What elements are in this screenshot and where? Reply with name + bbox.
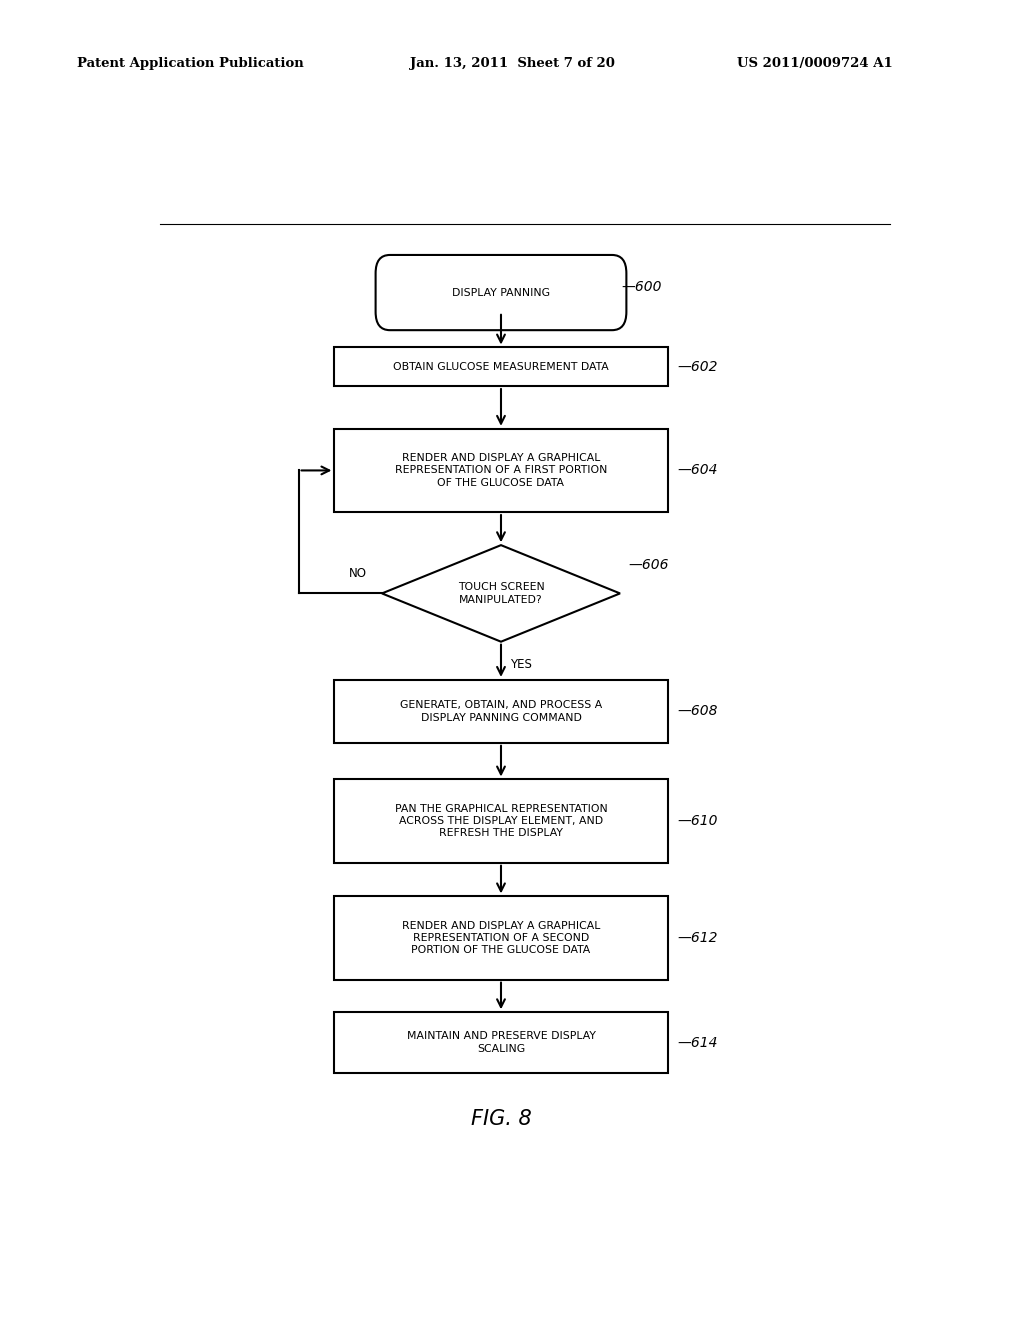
Text: TOUCH SCREEN
MANIPULATED?: TOUCH SCREEN MANIPULATED?: [458, 582, 545, 605]
Text: US 2011/0009724 A1: US 2011/0009724 A1: [737, 57, 893, 70]
Text: GENERATE, OBTAIN, AND PROCESS A
DISPLAY PANNING COMMAND: GENERATE, OBTAIN, AND PROCESS A DISPLAY …: [399, 700, 602, 722]
Text: YES: YES: [510, 657, 531, 671]
Text: —606: —606: [628, 558, 669, 573]
Polygon shape: [382, 545, 620, 642]
Bar: [334, 680, 668, 743]
Bar: [334, 779, 668, 863]
Text: —614: —614: [677, 1036, 718, 1049]
FancyBboxPatch shape: [376, 255, 627, 330]
Text: —612: —612: [677, 931, 718, 945]
Text: —602: —602: [677, 360, 718, 374]
Text: —600: —600: [622, 280, 663, 294]
Text: OBTAIN GLUCOSE MEASUREMENT DATA: OBTAIN GLUCOSE MEASUREMENT DATA: [393, 362, 609, 372]
Bar: [334, 896, 668, 979]
Bar: [334, 1012, 668, 1073]
Text: —604: —604: [677, 463, 718, 478]
Text: DISPLAY PANNING: DISPLAY PANNING: [452, 288, 550, 297]
Text: PAN THE GRAPHICAL REPRESENTATION
ACROSS THE DISPLAY ELEMENT, AND
REFRESH THE DIS: PAN THE GRAPHICAL REPRESENTATION ACROSS …: [394, 804, 607, 838]
Text: FIG. 8: FIG. 8: [471, 1109, 531, 1129]
Text: MAINTAIN AND PRESERVE DISPLAY
SCALING: MAINTAIN AND PRESERVE DISPLAY SCALING: [407, 1031, 595, 1053]
Text: NO: NO: [349, 566, 368, 579]
Bar: [334, 347, 668, 385]
Text: RENDER AND DISPLAY A GRAPHICAL
REPRESENTATION OF A FIRST PORTION
OF THE GLUCOSE : RENDER AND DISPLAY A GRAPHICAL REPRESENT…: [395, 453, 607, 488]
Text: RENDER AND DISPLAY A GRAPHICAL
REPRESENTATION OF A SECOND
PORTION OF THE GLUCOSE: RENDER AND DISPLAY A GRAPHICAL REPRESENT…: [401, 920, 600, 956]
Text: —610: —610: [677, 814, 718, 828]
Text: —608: —608: [677, 705, 718, 718]
Bar: [334, 429, 668, 512]
Text: Patent Application Publication: Patent Application Publication: [77, 57, 303, 70]
Text: Jan. 13, 2011  Sheet 7 of 20: Jan. 13, 2011 Sheet 7 of 20: [410, 57, 614, 70]
